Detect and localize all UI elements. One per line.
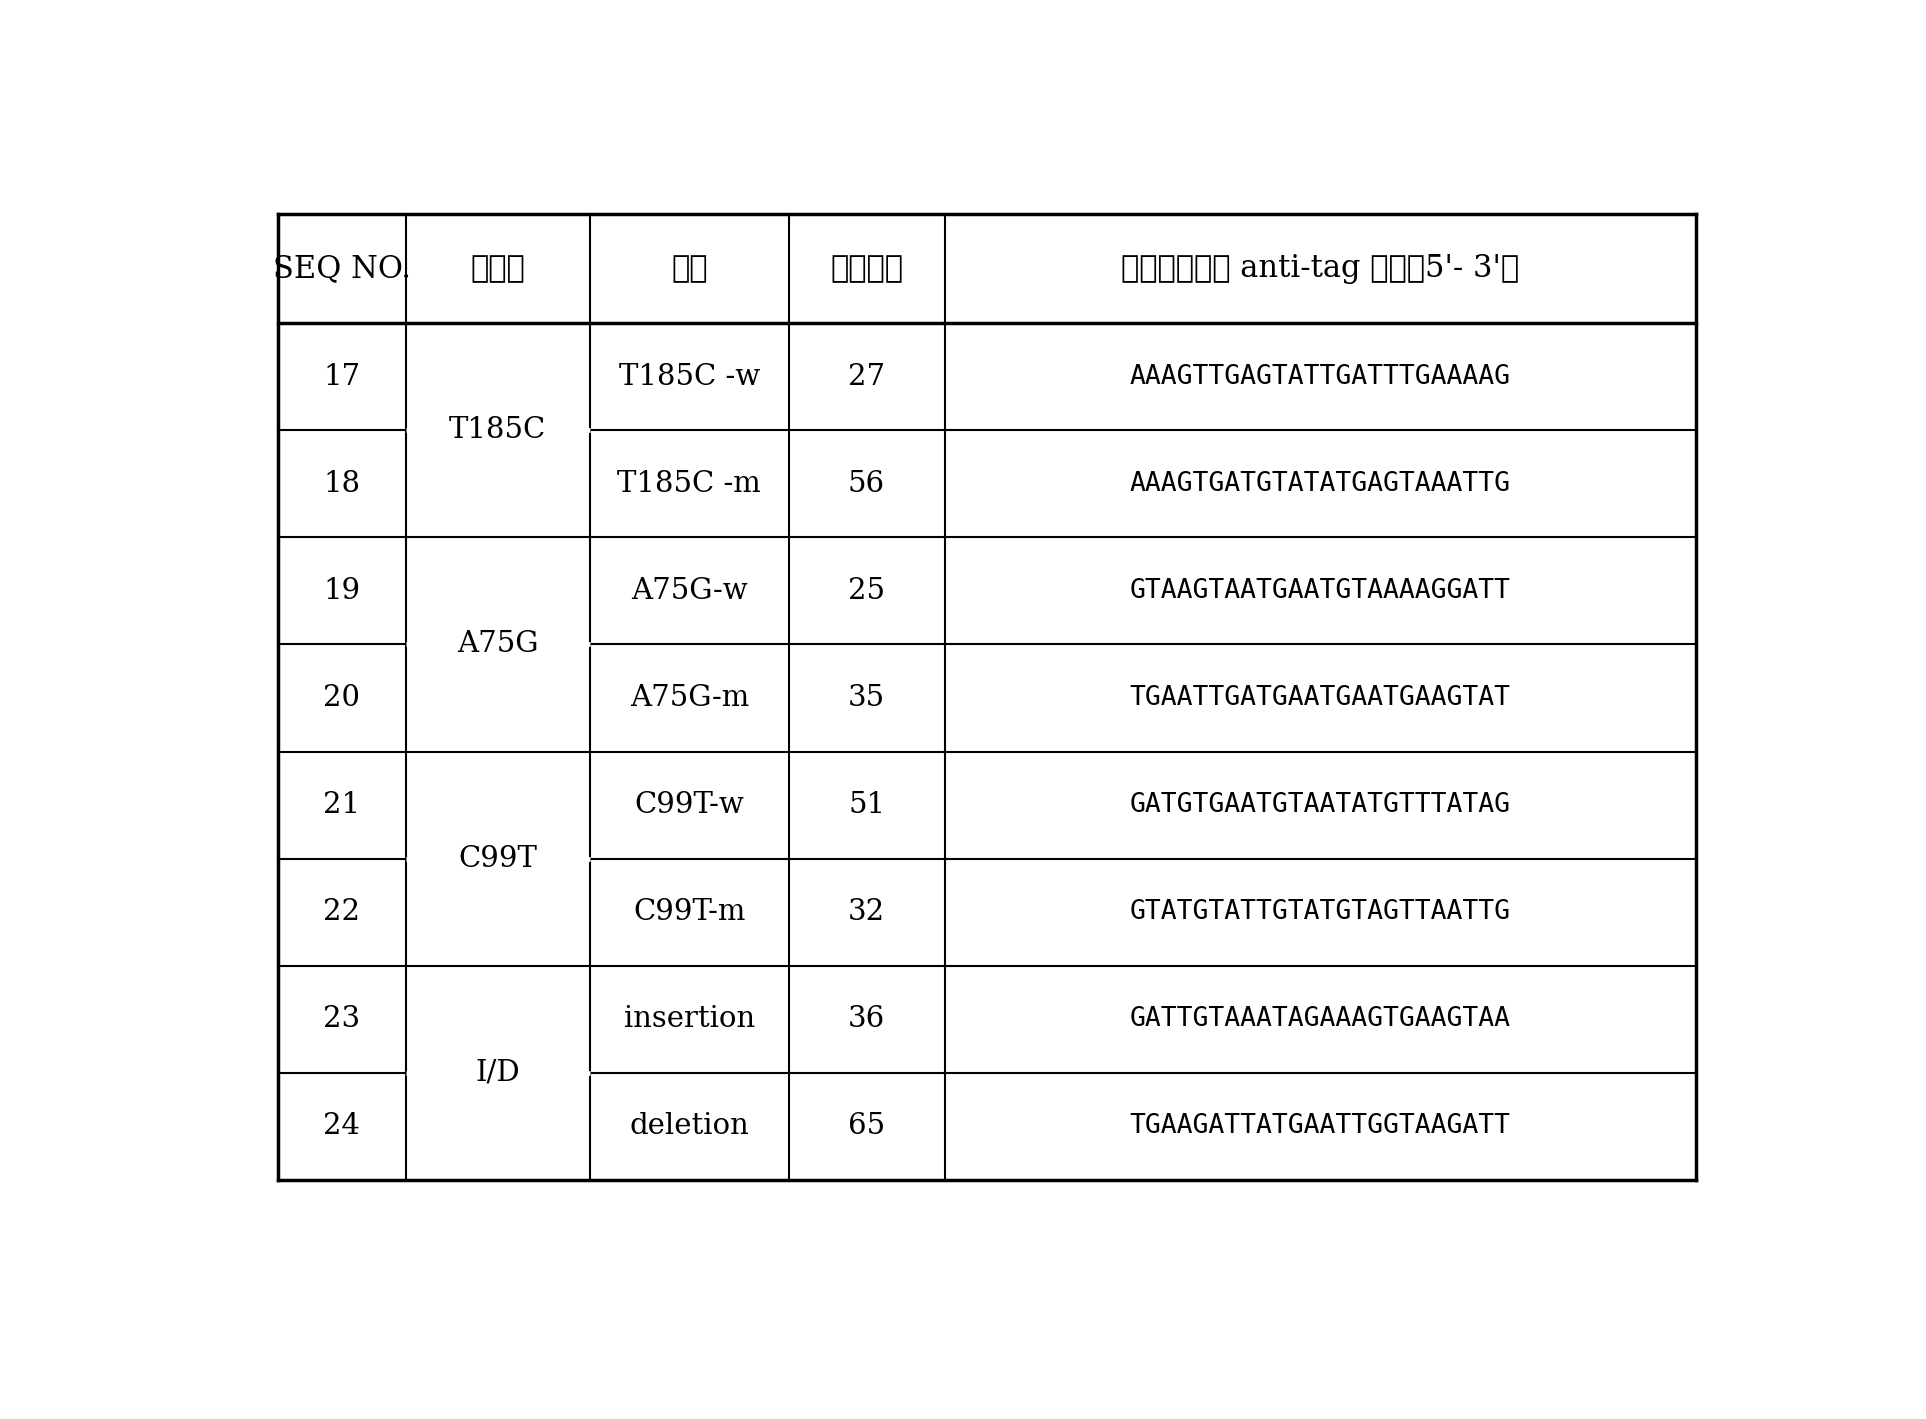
Text: A75G: A75G: [456, 630, 539, 658]
Text: A75G-w: A75G-w: [632, 578, 747, 604]
Text: TGAATTGATGAATGAATGAAGTAT: TGAATTGATGAATGAATGAAGTAT: [1131, 685, 1510, 711]
Text: T185C -w: T185C -w: [618, 363, 761, 390]
Text: 19: 19: [324, 578, 360, 604]
Text: deletion: deletion: [630, 1112, 749, 1141]
Text: I/D: I/D: [476, 1059, 520, 1087]
Text: GATGTGAATGTAATATGTTTATAG: GATGTGAATGTAATATGTTTATAG: [1131, 792, 1510, 819]
Text: 51: 51: [847, 792, 886, 819]
Text: T185C: T185C: [449, 416, 547, 444]
Text: 35: 35: [847, 684, 886, 712]
Text: AAAGTGATGTATATGAGTAAATTG: AAAGTGATGTATATGAGTAAATTG: [1131, 471, 1510, 497]
Text: 21: 21: [324, 792, 360, 819]
Text: 25: 25: [847, 578, 886, 604]
Text: 22: 22: [324, 898, 360, 927]
Text: 65: 65: [847, 1112, 886, 1141]
Text: 36: 36: [847, 1005, 886, 1033]
Text: 类型: 类型: [670, 253, 707, 284]
Text: TGAAGATTATGAATTGGTAAGATT: TGAAGATTATGAATTGGTAAGATT: [1131, 1114, 1510, 1139]
Text: C99T-m: C99T-m: [634, 898, 745, 927]
Text: 17: 17: [324, 363, 360, 390]
Text: 32: 32: [847, 898, 886, 927]
Text: 微球编号: 微球编号: [830, 253, 903, 284]
Text: 20: 20: [324, 684, 360, 712]
Text: 微球上对应的 anti-tag 序列（5'- 3'）: 微球上对应的 anti-tag 序列（5'- 3'）: [1121, 253, 1520, 284]
Text: T185C -m: T185C -m: [618, 470, 761, 498]
Text: insertion: insertion: [624, 1005, 755, 1033]
Text: 基因型: 基因型: [470, 253, 526, 284]
Text: C99T-w: C99T-w: [634, 792, 743, 819]
Text: C99T: C99T: [458, 844, 537, 873]
Text: 27: 27: [847, 363, 886, 390]
Text: 18: 18: [324, 470, 360, 498]
Text: 56: 56: [847, 470, 886, 498]
Text: GTAAGTAATGAATGTAAAAGGATT: GTAAGTAATGAATGTAAAAGGATT: [1131, 578, 1510, 604]
Text: GATTGTAAATAGAAAGTGAAGTAA: GATTGTAAATAGAAAGTGAAGTAA: [1131, 1006, 1510, 1032]
Text: 24: 24: [324, 1112, 360, 1141]
Text: 23: 23: [324, 1005, 360, 1033]
Text: A75G-m: A75G-m: [630, 684, 749, 712]
Text: AAAGTTGAGTATTGATTTGAAAAG: AAAGTTGAGTATTGATTTGAAAAG: [1131, 363, 1510, 390]
Text: SEQ NO.: SEQ NO.: [273, 253, 410, 284]
Text: GTATGTATTGTATGTAGTTAATTG: GTATGTATTGTATGTAGTTAATTG: [1131, 900, 1510, 925]
